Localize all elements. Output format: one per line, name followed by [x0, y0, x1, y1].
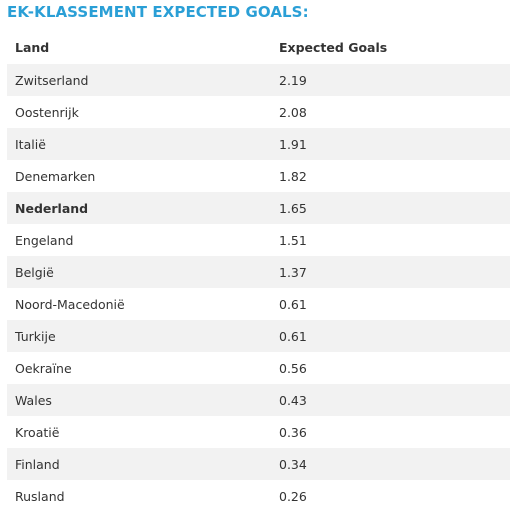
expected-goals-cell: 1.37	[271, 256, 510, 288]
table-row: Nederland 1.65	[7, 192, 510, 224]
page-title: EK-KLASSEMENT EXPECTED GOALS:	[7, 3, 309, 21]
table-row: Oostenrijk 2.08	[7, 96, 510, 128]
country-cell: Oekraïne	[7, 352, 271, 384]
expected-goals-cell: 0.36	[271, 416, 510, 448]
column-header-expected-goals: Expected Goals	[279, 40, 388, 55]
country-cell: Engeland	[7, 224, 271, 256]
table-row: Zwitserland 2.19	[7, 64, 510, 96]
expected-goals-cell: 1.91	[271, 128, 510, 160]
expected-goals-cell: 0.34	[271, 448, 510, 480]
expected-goals-cell: 0.61	[271, 320, 510, 352]
table-row: Wales 0.43	[7, 384, 510, 416]
country-cell: Oostenrijk	[7, 96, 271, 128]
table-row: Rusland 0.26	[7, 480, 510, 512]
expected-goals-cell: 2.08	[271, 96, 510, 128]
expected-goals-cell: 1.51	[271, 224, 510, 256]
table-row: Engeland 1.51	[7, 224, 510, 256]
country-cell: Noord-Macedonië	[7, 288, 271, 320]
country-cell: België	[7, 256, 271, 288]
xg-ranking-table: Land Expected Goals Zwitserland 2.19 Ooste…	[7, 31, 510, 512]
table-body: Zwitserland 2.19 Oostenrijk 2.08 Italië 1.91 D…	[7, 64, 510, 512]
table-row: Kroatië 0.36	[7, 416, 510, 448]
expected-goals-cell: 1.82	[271, 160, 510, 192]
expected-goals-cell: 0.43	[271, 384, 510, 416]
table-row: Oekraïne 0.56	[7, 352, 510, 384]
table-header-row: Land Expected Goals	[7, 31, 510, 64]
table-row: Noord-Macedonië 0.61	[7, 288, 510, 320]
country-cell: Nederland	[7, 192, 271, 224]
country-cell: Wales	[7, 384, 271, 416]
country-cell: Finland	[7, 448, 271, 480]
country-cell: Rusland	[7, 480, 271, 512]
country-cell: Denemarken	[7, 160, 271, 192]
table-row: België 1.37	[7, 256, 510, 288]
country-cell: Kroatië	[7, 416, 271, 448]
table-row: Italië 1.91	[7, 128, 510, 160]
country-cell: Turkije	[7, 320, 271, 352]
column-header-land: Land	[15, 40, 50, 55]
table-row: Finland 0.34	[7, 448, 510, 480]
expected-goals-cell: 0.56	[271, 352, 510, 384]
expected-goals-cell: 2.19	[271, 64, 510, 96]
table-header: Land Expected Goals	[7, 31, 510, 64]
country-cell: Italië	[7, 128, 271, 160]
expected-goals-cell: 0.61	[271, 288, 510, 320]
table-row: Denemarken 1.82	[7, 160, 510, 192]
country-cell: Zwitserland	[7, 64, 271, 96]
table-row: Turkije 0.61	[7, 320, 510, 352]
expected-goals-cell: 1.65	[271, 192, 510, 224]
expected-goals-cell: 0.26	[271, 480, 510, 512]
